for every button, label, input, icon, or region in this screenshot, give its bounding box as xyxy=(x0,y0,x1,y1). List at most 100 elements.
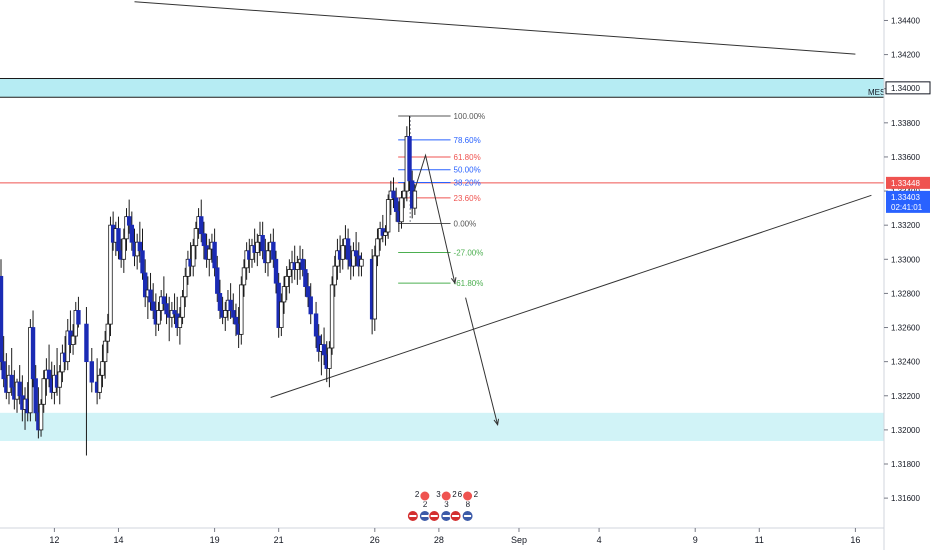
candle-body xyxy=(102,340,108,363)
candle-body xyxy=(271,241,276,260)
event-marker-icon[interactable] xyxy=(419,490,431,502)
event-count-badge: 2 xyxy=(452,490,457,499)
candle-body xyxy=(137,241,143,252)
candle-body xyxy=(399,197,404,223)
candle-body xyxy=(199,216,204,235)
time-tick-label: 9 xyxy=(693,535,698,545)
time-tick-label: 16 xyxy=(850,535,860,545)
candle-body xyxy=(70,335,76,345)
candle-body xyxy=(353,250,359,257)
candle-body xyxy=(340,245,345,260)
candle-body xyxy=(391,190,396,199)
event-count-badge: 3 xyxy=(444,500,449,509)
candle-body xyxy=(100,361,105,376)
fib-level-label: 100.00% xyxy=(454,112,486,121)
price-tick-label: 1.32000 xyxy=(891,426,920,435)
flag-stripe xyxy=(421,515,429,517)
candle-body xyxy=(129,224,135,243)
time-tick-label: 21 xyxy=(274,535,284,545)
candle-body xyxy=(84,323,89,363)
price-axis[interactable]: 1.34400 1.34200 1.34000 1.33800 1.33600 1.334… xyxy=(883,0,932,550)
candle-body xyxy=(17,381,22,397)
price-tick-label: 1.33600 xyxy=(891,153,920,162)
candle-body xyxy=(1,361,6,380)
candle-body xyxy=(372,255,377,320)
candle-body xyxy=(281,286,287,303)
candle-body xyxy=(359,258,364,267)
candle-body xyxy=(140,250,145,274)
hline-price-tag-label: 1.33448 xyxy=(891,179,920,188)
candle-body xyxy=(217,293,223,311)
candle-body xyxy=(345,238,351,260)
event-marker-icon[interactable] xyxy=(462,490,474,502)
projection-arrow[interactable] xyxy=(465,297,499,425)
support-resistance-zone xyxy=(0,78,884,98)
candle-body xyxy=(316,335,321,352)
candle-body xyxy=(185,258,191,277)
projection-arrow[interactable] xyxy=(414,153,456,284)
candle-body xyxy=(177,316,183,328)
flag-stripe xyxy=(442,515,450,517)
current-price-tag xyxy=(886,190,930,213)
candle-body xyxy=(375,238,380,257)
trendline[interactable] xyxy=(134,1,856,55)
price-tick-label: 1.31600 xyxy=(891,494,920,503)
candle-body xyxy=(191,245,196,267)
trendline[interactable] xyxy=(270,194,872,398)
price-tick-label: 1.34400 xyxy=(891,16,920,25)
candle-body xyxy=(215,267,220,294)
candle-body xyxy=(255,241,260,253)
candle-body xyxy=(121,238,127,260)
candle-body xyxy=(116,228,121,252)
candle-body xyxy=(33,378,38,414)
time-axis[interactable]: 12 14 19 21 26 28 Sep 4 9 11 16 xyxy=(0,527,884,545)
candle-body xyxy=(150,301,156,311)
projection-arrows[interactable] xyxy=(414,153,500,427)
candle-body xyxy=(295,262,300,270)
event-count-badge: 6 xyxy=(458,490,463,499)
fib-level-label: 61.80% xyxy=(454,153,481,162)
event-count-badge: 2 xyxy=(474,490,479,499)
fibonacci-retracement[interactable]: 100.00% 78.60% 61.80% 50.00% 38.20% 23.60% 0.0… xyxy=(398,112,485,288)
candle-body xyxy=(60,352,65,373)
arrow-head xyxy=(450,277,457,285)
event-marker-icon[interactable] xyxy=(440,490,452,502)
candle-body xyxy=(76,310,81,325)
flag-stripe xyxy=(452,515,460,517)
candle-body xyxy=(183,275,188,298)
price-tick-label: 1.33800 xyxy=(891,119,920,128)
flag-stripe xyxy=(464,515,472,517)
trendline-layer[interactable] xyxy=(134,1,872,398)
fib-level-label: 38.20% xyxy=(454,179,481,188)
candle-series xyxy=(0,116,418,456)
candle-body xyxy=(321,344,327,356)
candle-body xyxy=(332,265,337,286)
fib-level-label: -61.80% xyxy=(454,279,484,288)
candle-body xyxy=(207,248,212,260)
candle-body xyxy=(223,310,228,318)
candle-body xyxy=(228,299,233,311)
zone-price-tag xyxy=(885,81,931,95)
time-tick-label: 4 xyxy=(597,535,602,545)
time-tick-label: 11 xyxy=(755,535,764,545)
candle-body xyxy=(300,258,305,270)
candle-body xyxy=(172,310,177,315)
fib-level-label: 78.60% xyxy=(454,136,481,145)
candle-body xyxy=(329,284,335,349)
event-count-badge: 8 xyxy=(466,500,471,509)
candle-body xyxy=(30,327,36,380)
candle-body xyxy=(41,378,46,405)
time-tick-label: 12 xyxy=(49,535,59,545)
hline-price-tag xyxy=(886,176,930,189)
candle-body xyxy=(241,267,247,286)
time-tick-label: 28 xyxy=(434,535,444,545)
candle-body xyxy=(38,403,44,431)
price-tick-label: 1.33200 xyxy=(891,221,920,230)
time-tick-label: 14 xyxy=(113,535,123,545)
candle-body xyxy=(273,258,279,284)
fib-level-label: -27.00% xyxy=(454,248,484,257)
candle-body xyxy=(313,313,319,337)
flag-stripe xyxy=(430,515,438,517)
